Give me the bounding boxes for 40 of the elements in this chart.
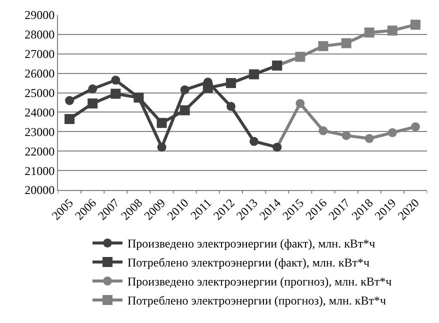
point: [342, 131, 351, 140]
y-tick-label: 27000: [24, 47, 55, 62]
point: [180, 105, 190, 116]
point: [64, 114, 75, 124]
point: [364, 28, 374, 38]
point: [318, 126, 328, 136]
legend-label: Произведено электроэнергии (прогноз), млн. кВт*ч: [128, 274, 392, 289]
y-tick-label: 26000: [24, 66, 55, 81]
point: [295, 52, 306, 62]
point: [364, 134, 374, 143]
point: [296, 98, 305, 108]
point: [318, 41, 328, 52]
point: [410, 122, 420, 132]
point: [111, 76, 120, 85]
point: [156, 118, 167, 128]
point: [249, 69, 260, 80]
point: [180, 85, 190, 94]
y-tick-label: 20000: [24, 183, 55, 198]
y-tick-label: 24000: [24, 105, 55, 120]
y-tick-label: 28000: [24, 28, 55, 42]
point: [65, 96, 74, 106]
point: [387, 26, 398, 36]
point: [250, 136, 259, 146]
point: [410, 20, 420, 30]
y-tick-label: 22000: [24, 144, 55, 158]
y-tick-label: 29000: [24, 8, 55, 22]
y-tick-label: 23000: [24, 124, 55, 139]
point: [226, 78, 236, 88]
point: [88, 98, 98, 108]
point: [157, 142, 166, 152]
y-tick-label: 25000: [24, 86, 55, 100]
point: [88, 84, 98, 94]
point: [388, 128, 397, 138]
point: [341, 38, 352, 48]
legend-label: Потреблено электроэнергии (прогноз), млн. кВт*ч: [128, 294, 386, 308]
legend-label: Произведено электроэнергии (факт), млн. кВт*ч: [128, 236, 376, 251]
legend-label: Потреблено электроэнергии (факт), млн. кВт*ч: [128, 256, 370, 270]
point: [110, 88, 121, 99]
y-tick-label: 21000: [24, 164, 55, 178]
point: [226, 102, 236, 111]
